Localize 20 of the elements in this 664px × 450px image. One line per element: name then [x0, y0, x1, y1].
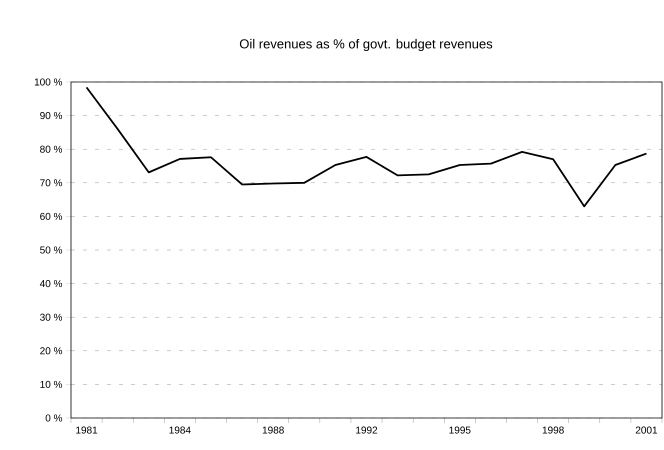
- y-tick-label: 80 %: [40, 146, 62, 153]
- x-tick-label: 1998: [542, 426, 564, 434]
- y-tick-label: 60 %: [40, 212, 62, 220]
- y-tick-label: 100 %: [34, 78, 62, 86]
- y-tick-label: 50 %: [40, 246, 62, 254]
- y-tick-label: 10 %: [40, 380, 62, 388]
- x-tick-label: 2001: [636, 426, 658, 434]
- y-tick-label: 90 %: [40, 112, 62, 120]
- x-tick-label: 1992: [356, 426, 378, 434]
- y-tick-label: 0 %: [46, 414, 62, 422]
- line-series: [86, 86, 648, 208]
- y-tick-label: 40 %: [40, 280, 62, 288]
- y-tick-label: 20 %: [40, 347, 62, 354]
- chart-title: Oil revenues as % of govt. budget revenues: [240, 38, 492, 52]
- y-tick-label: 70 %: [40, 179, 62, 186]
- x-tick-label: 1995: [449, 426, 471, 434]
- x-tick-label: 1981: [76, 426, 98, 434]
- x-tick-label: 1988: [262, 426, 284, 434]
- x-tick-label: 1984: [170, 426, 191, 434]
- y-tick-label: 30 %: [40, 314, 62, 321]
